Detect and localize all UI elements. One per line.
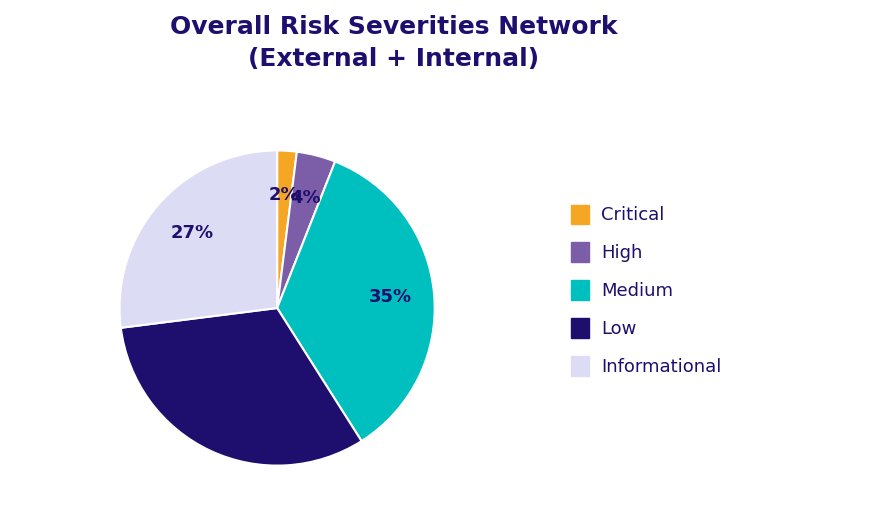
Text: Overall Risk Severities Network
(External + Internal): Overall Risk Severities Network (Externa… <box>170 15 617 71</box>
Wedge shape <box>277 150 297 308</box>
Text: 4%: 4% <box>290 189 321 207</box>
Legend: Critical, High, Medium, Low, Informational: Critical, High, Medium, Low, Information… <box>563 197 729 383</box>
Text: 2%: 2% <box>269 186 299 204</box>
Text: 35%: 35% <box>368 288 411 307</box>
Wedge shape <box>277 152 335 308</box>
Wedge shape <box>277 162 434 441</box>
Text: 32%: 32% <box>207 401 250 420</box>
Text: 27%: 27% <box>171 224 214 242</box>
Wedge shape <box>121 308 361 466</box>
Wedge shape <box>120 150 277 328</box>
